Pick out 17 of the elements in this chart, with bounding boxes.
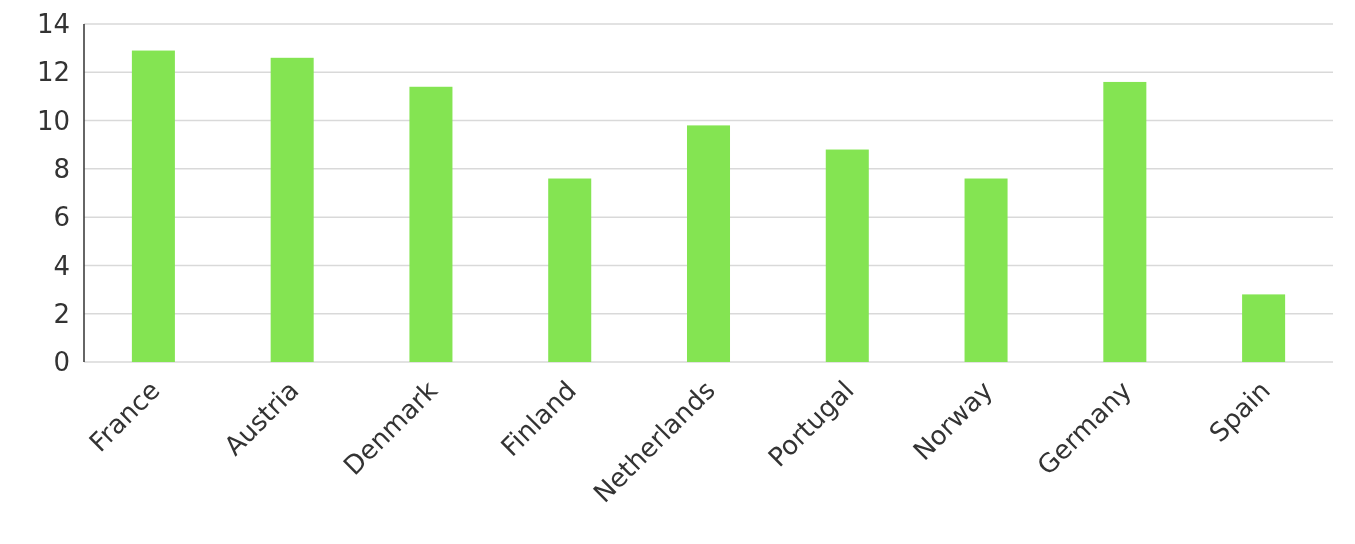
y-tick-label: 4: [53, 250, 70, 281]
bar: [686, 125, 731, 362]
bar: [1242, 294, 1286, 362]
y-tick-label: 6: [53, 202, 70, 233]
y-tick-label: 2: [53, 298, 70, 329]
bar: [825, 149, 869, 362]
bar: [270, 57, 314, 362]
y-tick-label: 0: [53, 347, 70, 378]
bar: [131, 50, 175, 362]
bar: [1103, 81, 1147, 362]
y-tick-label: 12: [36, 57, 70, 88]
y-tick-label: 8: [53, 153, 70, 184]
y-tick-label: 14: [36, 9, 70, 40]
bar: [548, 178, 592, 362]
y-tick-label: 10: [36, 105, 70, 136]
bar: [964, 178, 1008, 362]
bar: [409, 86, 453, 362]
